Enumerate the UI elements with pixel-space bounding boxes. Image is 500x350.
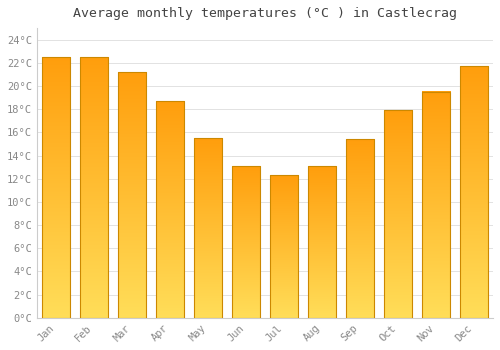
Bar <box>194 138 222 318</box>
Bar <box>422 92 450 318</box>
Bar <box>42 57 70 318</box>
Bar <box>80 57 108 318</box>
Bar <box>270 175 298 318</box>
Bar <box>232 166 260 318</box>
Bar <box>384 110 412 318</box>
Title: Average monthly temperatures (°C ) in Castlecrag: Average monthly temperatures (°C ) in Ca… <box>73 7 457 20</box>
Bar <box>346 139 374 318</box>
Bar <box>460 66 488 318</box>
Bar <box>156 101 184 318</box>
Bar <box>118 72 146 318</box>
Bar <box>308 166 336 318</box>
